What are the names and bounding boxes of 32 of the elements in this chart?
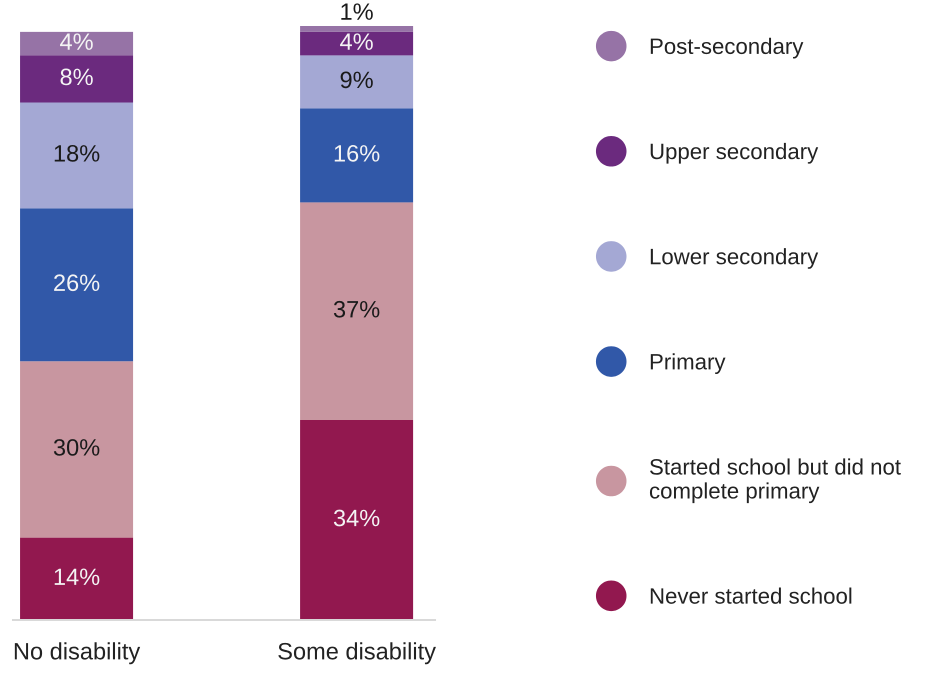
bar [20,32,134,56]
bar [20,208,134,362]
data-label: 14% [54,568,100,586]
bar [300,26,414,32]
legend-label: Primary [650,353,726,374]
x-tick-label: No disability [14,642,140,664]
legend-label: Lower secondary [650,248,818,269]
legend-label: Upper secondary [650,142,818,164]
data-label: 16% [334,145,380,162]
x-tick-label: Some disability [278,642,436,664]
data-label: 4% [340,33,373,50]
bar [300,32,414,56]
data-label: 1% [341,3,373,20]
legend-label: Started school but did not complete primary [650,458,901,504]
legend-label: Never started school [650,588,852,604]
bar [300,108,414,202]
data-label: 37% [334,300,380,318]
bar [20,538,134,620]
data-label: 4% [60,33,93,50]
bar [300,420,414,620]
bar [20,361,134,538]
bar [300,202,414,420]
legend-label: Post-secondary [650,38,804,58]
data-label: 18% [54,145,100,162]
data-label: 34% [334,510,380,526]
data-label: 9% [340,71,373,88]
data-label: 8% [60,68,93,86]
bar [20,102,134,208]
bar [300,55,414,108]
bar [20,55,134,102]
data-label: 30% [54,439,100,456]
data-label: 26% [54,274,100,292]
